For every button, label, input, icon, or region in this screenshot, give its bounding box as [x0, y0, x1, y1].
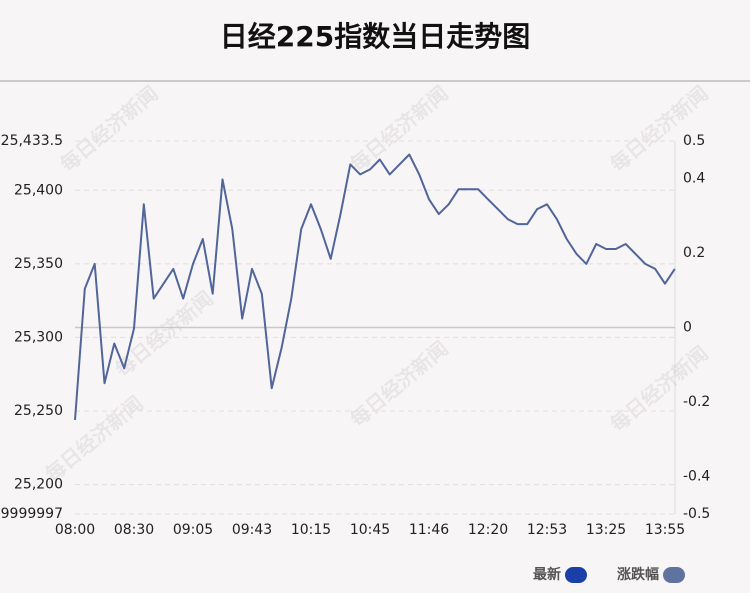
legend-label: 最新	[533, 566, 561, 583]
legend-swatch	[663, 567, 685, 583]
y-tick-label: 25,350	[14, 256, 63, 272]
watermark: 每日经济新闻	[605, 341, 712, 437]
y-tick-label: 25,250	[14, 403, 63, 419]
chart-title: 日经225指数当日走势图	[220, 20, 530, 53]
y2-tick-label: 0.5	[683, 133, 705, 149]
x-tick-label: 08:30	[114, 522, 154, 538]
watermark: 每日经济新闻	[110, 286, 217, 382]
x-tick-label: 11:46	[409, 522, 449, 538]
y2-tick-label: -0.4	[683, 469, 710, 485]
x-tick-label: 12:53	[527, 522, 567, 538]
x-tick-label: 12:20	[468, 522, 508, 538]
y-tick-label: 25,200	[14, 477, 63, 493]
y2-tick-label: 0.2	[683, 245, 705, 261]
x-tick-label: 09:43	[232, 522, 272, 538]
legend-swatch	[565, 567, 587, 583]
y-tick-label: 25,433.5	[1, 133, 63, 149]
watermark: 每日经济新闻	[345, 336, 452, 432]
x-tick-label: 10:45	[350, 522, 390, 538]
y2-tick-label: 0	[683, 320, 692, 336]
x-tick-label: 09:05	[173, 522, 213, 538]
x-tick-label: 13:25	[586, 522, 626, 538]
x-tick-label: 08:00	[55, 522, 95, 538]
legend-label: 涨跌幅	[617, 566, 659, 583]
watermark: 每日经济新闻	[345, 81, 452, 177]
watermark: 每日经济新闻	[55, 81, 162, 177]
price-line	[74, 153, 676, 421]
x-tick-label: 10:15	[291, 522, 331, 538]
watermark: 每日经济新闻	[605, 81, 712, 177]
y-tick-label: 25,300	[14, 329, 63, 345]
y2-tick-label: -0.2	[683, 394, 710, 410]
y2-tick-label: -0.5	[683, 506, 710, 522]
x-tick-label: 13:55	[645, 522, 685, 538]
y-tick-label: 25,400	[14, 182, 63, 198]
y-tick-label: 9999997	[1, 506, 63, 522]
y2-tick-label: 0.4	[683, 170, 705, 186]
